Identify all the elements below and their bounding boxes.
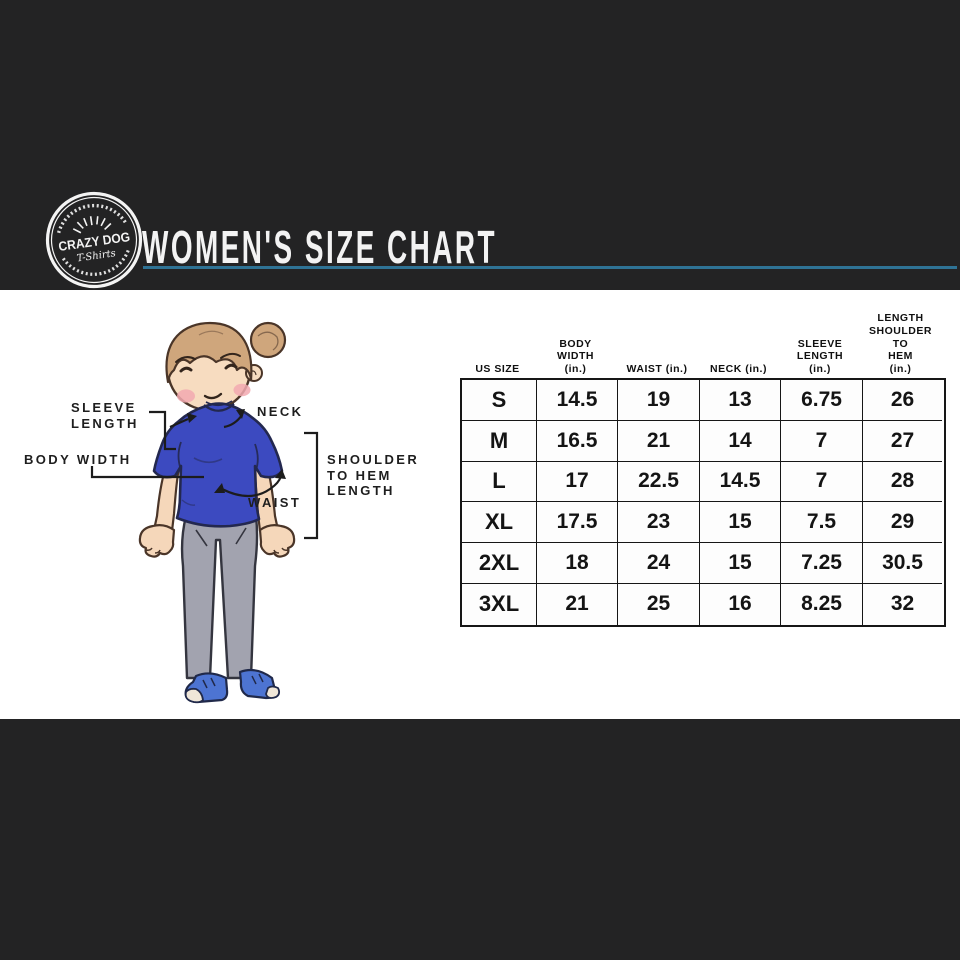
sleeve-length-arrow <box>169 417 189 429</box>
table-cell: 15 <box>700 543 781 584</box>
pants <box>180 514 259 680</box>
label-neck: NECK <box>257 404 304 419</box>
table-cell: 14.5 <box>700 461 781 503</box>
table-cell: 14 <box>700 420 781 462</box>
table-cell: S <box>462 380 537 421</box>
table-cell: 28 <box>863 462 942 503</box>
table-cell: 7.5 <box>781 502 863 544</box>
size-table-body: S 14.5 19 13 6.75 26 M 16.5 21 14 7 27 L… <box>460 378 946 627</box>
table-cell: 15 <box>700 502 781 544</box>
table-cell: 16.5 <box>537 420 618 462</box>
blush-right <box>233 383 251 397</box>
annotation-lines <box>90 410 319 540</box>
column-header-length-shoulder-to-hem: LENGTH SHOULDER TO HEM (in.) <box>869 312 932 376</box>
column-header-waist: WAIST (in.) <box>626 363 688 376</box>
label-body-width: BODY WIDTH <box>24 452 132 467</box>
table-cell: M <box>462 420 537 462</box>
logo-top-arc-text <box>57 203 128 234</box>
table-cell: 7 <box>781 420 863 462</box>
sneakers <box>184 668 281 704</box>
column-header-sleeve-length: SLEEVE LENGTH (in.) <box>796 337 844 376</box>
label-shoulder-to-hem: SHOULDER TO HEM LENGTH <box>327 452 420 498</box>
sleeve-length-bracket <box>149 410 176 451</box>
footer-band <box>0 719 960 960</box>
face-features <box>175 352 241 400</box>
woman-illustration <box>90 321 319 704</box>
table-cell: 13 <box>700 380 781 421</box>
logo-script: T-Shirts <box>76 248 116 264</box>
logo-sunburst-icon <box>72 216 112 234</box>
table-cell: 8.25 <box>781 583 863 625</box>
label-waist: WAIST <box>248 495 302 510</box>
logo-outer-ring <box>45 191 143 289</box>
brand-logo: CRAZY DOG T-Shirts <box>38 184 151 297</box>
logo-inner-ring <box>50 196 138 284</box>
table-cell: 32 <box>890 592 915 616</box>
table-cell: 23 <box>618 502 700 544</box>
table-cell: 27 <box>863 421 942 462</box>
shoulder-to-hem-bracket <box>304 431 319 540</box>
table-cell: 17 <box>537 461 618 503</box>
measurement-diagram: SLEEVE LENGTH NECK BODY WIDTH WAIST SHOU… <box>0 290 460 720</box>
table-cell: 2XL <box>462 543 537 584</box>
table-cell: 21 <box>537 583 618 625</box>
hair <box>165 321 253 384</box>
table-cell: XL <box>462 502 537 544</box>
table-cell: 18 <box>537 543 618 584</box>
annotation-arrowheads <box>187 409 286 493</box>
body-width-line <box>90 466 204 479</box>
table-cell: 6.75 <box>781 380 863 421</box>
table-cell: 14.5 <box>537 380 618 421</box>
table-cell: 29 <box>863 502 942 544</box>
table-cell: L <box>462 461 537 503</box>
page-title: WOMEN'S SIZE CHART <box>142 221 498 274</box>
label-sleeve-length: SLEEVE LENGTH <box>71 400 139 431</box>
logo-bottom-arc-text <box>61 248 131 276</box>
header-band: CRAZY DOG T-Shirts WOMEN'S SIZE CHART <box>0 0 960 290</box>
table-cell: 16 <box>700 583 781 625</box>
table-cell: 24 <box>618 543 700 584</box>
brand-logo-stamp: CRAZY DOG T-Shirts <box>45 191 143 289</box>
table-cell: 25 <box>618 583 700 625</box>
waist-arrow <box>221 475 283 498</box>
column-header-us-size: US SIZE <box>475 363 520 376</box>
column-header-body-width: BODY WIDTH (in.) <box>557 337 594 376</box>
table-cell: 30.5 <box>863 543 942 584</box>
size-table: US SIZE BODY WIDTH (in.) WAIST (in.) NEC… <box>460 312 946 627</box>
size-table-header: US SIZE BODY WIDTH (in.) WAIST (in.) NEC… <box>460 312 946 378</box>
table-cell: 17.5 <box>537 502 618 544</box>
table-cell: 7.25 <box>781 543 863 584</box>
table-cell: 22.5 <box>618 461 700 503</box>
title-underline <box>143 266 957 269</box>
column-header-neck: NECK (in.) <box>710 363 767 376</box>
table-cell: 21 <box>618 420 700 462</box>
table-cell: 7 <box>781 461 863 503</box>
table-cell: 26 <box>863 380 942 421</box>
table-cell: 19 <box>618 380 700 421</box>
table-cell: 3XL <box>462 583 537 625</box>
hair-bun <box>249 321 287 359</box>
blush-left <box>177 389 195 403</box>
